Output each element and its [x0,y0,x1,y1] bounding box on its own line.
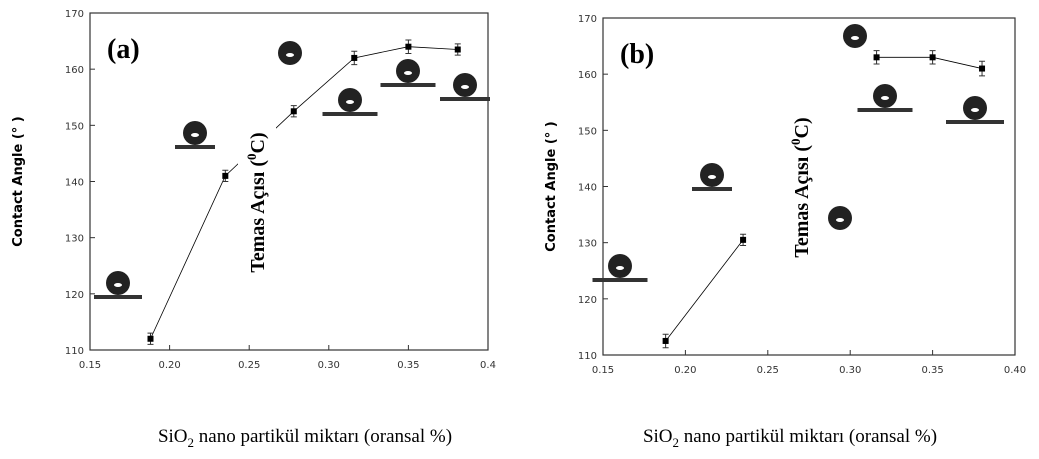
droplet-glint [851,36,859,40]
droplet-glint [404,71,412,75]
substrate [692,187,732,191]
x-label-main: SiO [158,426,188,447]
x-tick-label: 0.15 [592,365,614,376]
data-point [147,335,154,342]
data-line [876,56,983,69]
substrate [592,278,648,282]
overlay-label: Temas Açısı (0C) [788,117,813,257]
droplet-glint [114,283,122,287]
y-axis-label: Contact Angle (° ) [11,116,26,247]
y-tick-label: 110 [578,351,597,362]
panel-label: (b) [620,39,654,70]
x-tick-label: 0.40 [1004,365,1026,376]
y-tick-label: 150 [65,121,84,132]
data-point [405,43,412,50]
data-point [222,172,229,179]
x-tick-label: 0.25 [757,365,779,376]
droplet-glint [616,266,624,270]
x-label-sub: 2 [188,435,195,450]
droplet-glint [881,96,889,100]
x-tick-label: 0.25 [238,360,260,371]
y-tick-label: 140 [65,178,84,189]
y-tick-label: 130 [65,234,84,245]
overlay-box [778,95,824,280]
x-tick-label: 0.30 [839,365,861,376]
overlay-main: Temas Açısı ( [791,145,813,258]
overlay-main: Temas Açısı ( [247,160,269,273]
panel: 110 120 130 140 150 160 170 0.15 0.20 0.25 0.30 0.3… [544,14,1026,450]
x-tick-label: 0.20 [674,365,696,376]
droplet-glint [708,175,716,179]
substrate [857,108,913,112]
overlay-sup: 0 [244,154,259,161]
y-tick-label: 170 [578,14,597,25]
droplet-glint [461,85,469,89]
x-axis-label: SiO2 nano partikül miktarı (oransal %) [158,426,452,450]
data-point [290,108,297,115]
x-tick-label: 0.35 [921,365,943,376]
data-line [150,46,458,339]
x-tick-label: 0.15 [79,360,101,371]
data-point [454,46,461,53]
droplet-glint [971,108,979,112]
data-point [873,54,880,61]
y-tick-label: 150 [578,126,597,137]
y-tick-label: 160 [65,65,84,76]
x-tick-label: 0.30 [318,360,340,371]
y-tick-label: 130 [578,239,597,250]
data-point [929,54,936,61]
droplet-glint [346,100,354,104]
substrate [94,295,142,299]
data-point [662,337,669,344]
substrate [175,145,215,149]
droplet-glint [836,218,844,222]
data-point [979,65,986,72]
substrate [440,97,490,101]
y-axis-label: Contact Angle (° ) [544,121,559,252]
overlay-end: C) [247,132,269,153]
droplet-glint [191,133,199,137]
y-tick-label: 140 [578,183,597,194]
data-line [665,239,744,342]
x-tick-label: 0.35 [397,360,419,371]
x-axis-label: SiO2 nano partikül miktarı (oransal %) [643,426,937,450]
y-tick-label: 120 [578,295,597,306]
data-point [740,236,747,243]
overlay-end: C) [791,117,813,138]
x-label-end: nano partikül miktarı (oransal %) [679,426,937,447]
x-tick-label: 0.20 [158,360,180,371]
overlay-label: Temas Açısı (0C) [244,132,269,272]
y-tick-label: 120 [65,290,84,301]
data-point [351,54,358,61]
panel: 110 120 130 140 150 160 170 0.15 0.20 0.25 0.30 0.3… [11,9,496,450]
substrate [322,112,378,116]
substrate [946,120,1004,124]
overlay-sup: 0 [788,139,803,146]
x-label-main: SiO [643,426,673,447]
x-label-sub: 2 [673,435,680,450]
droplet-glint [286,53,294,57]
overlay-box [238,105,276,300]
x-label-end: nano partikül miktarı (oransal %) [194,426,452,447]
y-tick-label: 160 [578,70,597,81]
x-tick-label: 0.4 [480,360,496,371]
y-tick-label: 110 [65,346,84,357]
y-tick-label: 170 [65,9,84,20]
substrate [380,83,436,87]
panel-label: (a) [107,34,140,65]
